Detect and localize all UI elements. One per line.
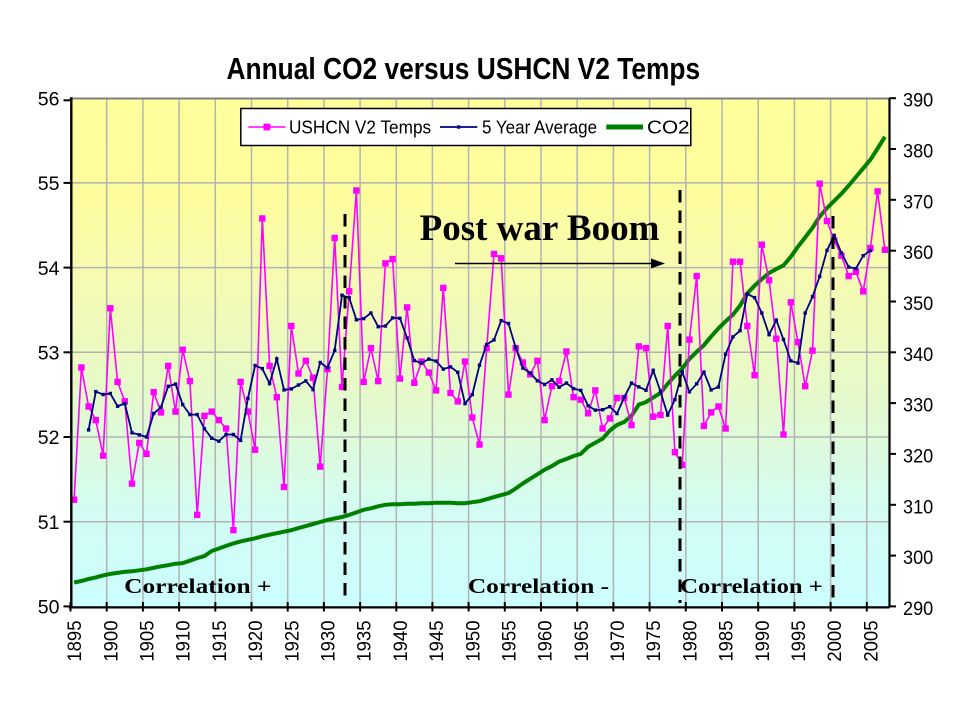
svg-text:Annual CO2 versus USHCN V2 Tem: Annual CO2 versus USHCN V2 Temps	[227, 52, 701, 86]
svg-text:1935: 1935	[354, 621, 376, 662]
svg-text:1995: 1995	[789, 621, 811, 662]
svg-text:1905: 1905	[137, 621, 159, 662]
svg-text:1920: 1920	[246, 621, 268, 662]
svg-text:1940: 1940	[390, 621, 412, 662]
svg-text:1965: 1965	[571, 621, 593, 662]
svg-text:1975: 1975	[644, 621, 666, 662]
svg-text:320: 320	[903, 445, 933, 467]
svg-text:1895: 1895	[65, 621, 87, 662]
svg-text:Correlation +: Correlation +	[680, 575, 822, 598]
svg-text:Correlation -: Correlation -	[468, 575, 609, 598]
svg-text:1990: 1990	[752, 621, 774, 662]
svg-text:Correlation +: Correlation +	[124, 575, 271, 598]
svg-text:55: 55	[38, 173, 60, 195]
svg-text:300: 300	[903, 546, 933, 568]
svg-text:1960: 1960	[535, 621, 557, 662]
svg-text:53: 53	[38, 343, 60, 365]
svg-text:1915: 1915	[209, 621, 231, 662]
svg-text:1930: 1930	[318, 621, 340, 662]
svg-text:330: 330	[903, 394, 933, 416]
svg-text:1910: 1910	[173, 621, 195, 662]
svg-text:54: 54	[38, 258, 60, 280]
svg-text:310: 310	[903, 496, 933, 518]
svg-text:50: 50	[38, 597, 60, 619]
svg-text:2000: 2000	[825, 621, 847, 662]
svg-text:290: 290	[903, 597, 933, 619]
svg-text:Post war Boom: Post war Boom	[420, 208, 660, 249]
svg-text:390: 390	[903, 89, 933, 111]
svg-text:1955: 1955	[499, 621, 521, 662]
svg-text:380: 380	[903, 140, 933, 162]
svg-text:USHCN V2 Temps: USHCN V2 Temps	[289, 117, 431, 138]
svg-text:1900: 1900	[101, 621, 123, 662]
svg-text:350: 350	[903, 292, 933, 314]
svg-text:5 Year Average: 5 Year Average	[482, 117, 597, 138]
svg-text:51: 51	[38, 512, 60, 534]
svg-text:CO2: CO2	[647, 117, 690, 138]
svg-text:1970: 1970	[608, 621, 630, 662]
svg-text:2005: 2005	[861, 621, 883, 662]
svg-text:1985: 1985	[716, 621, 738, 662]
svg-text:1925: 1925	[282, 621, 304, 662]
svg-text:1980: 1980	[680, 621, 702, 662]
svg-text:1945: 1945	[427, 621, 449, 662]
svg-text:360: 360	[903, 242, 933, 264]
svg-text:1950: 1950	[463, 621, 485, 662]
svg-text:56: 56	[38, 88, 60, 110]
svg-text:340: 340	[903, 343, 933, 365]
svg-text:52: 52	[38, 427, 60, 449]
svg-text:370: 370	[903, 191, 933, 213]
